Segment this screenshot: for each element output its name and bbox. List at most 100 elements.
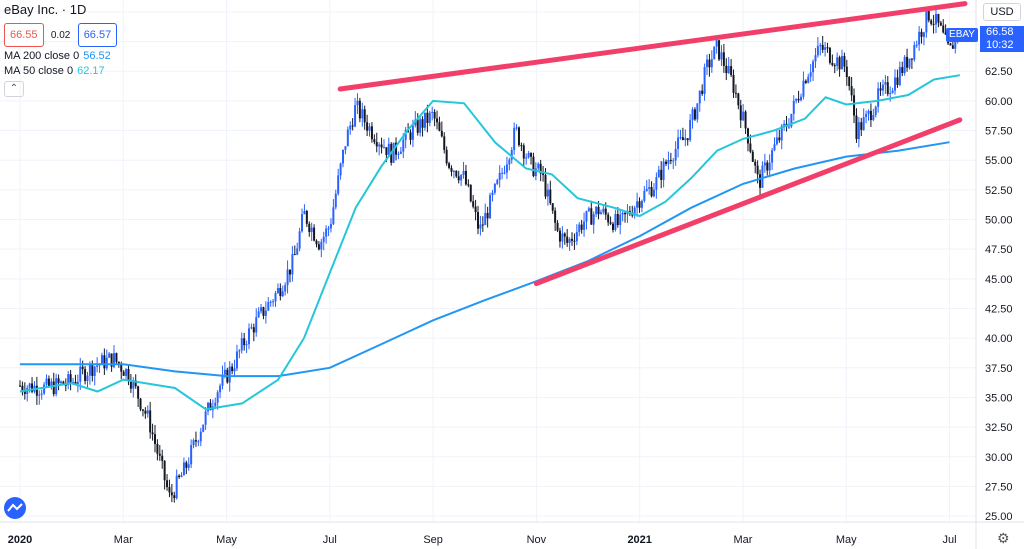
ma200-value: 56.52 [83,50,111,62]
support-trendline[interactable] [533,117,963,287]
candle-body [759,174,762,188]
candle-body [264,310,267,316]
candle-body [660,169,663,180]
candle-body [450,167,453,172]
y-tick-label: 52.50 [985,185,1013,197]
y-tick-label: 47.50 [985,244,1013,256]
candle-body [276,288,279,294]
candle-body [652,189,655,197]
candle-body [734,92,737,94]
collapse-legend-button[interactable]: ⌃ [4,81,24,97]
symbol-title[interactable]: eBay Inc. · 1D [4,2,87,17]
candle-body [585,210,588,222]
candle-body [423,112,426,128]
candle-body [677,137,680,149]
candle-body [72,381,75,383]
candle-body [766,162,769,171]
candle-body [532,156,535,177]
candle-body [399,151,402,154]
candle-body [638,201,641,208]
candle-body [363,109,366,123]
candle-body [274,293,277,302]
candle-body [508,159,511,165]
candle-body [382,147,385,149]
candle-body [657,169,660,178]
candle-body [807,76,810,83]
candle-body [79,366,82,382]
candle-body [443,136,446,150]
candle-body [698,90,701,104]
x-tick-label: May [836,534,857,546]
candle-body [153,434,156,444]
candle-body [667,159,670,164]
candle-body [141,409,144,411]
candle-body [566,236,569,243]
candle-body [797,98,800,101]
candle-body [385,147,388,156]
candle-body [40,393,43,395]
candle-body [891,90,894,94]
candle-body [120,364,123,372]
candle-body [884,82,887,85]
candle-body [272,301,275,303]
candle-body [469,184,472,202]
candle-body [178,475,181,478]
candle-body [310,227,313,233]
y-tick-label: 30.00 [985,452,1013,464]
candle-body [161,455,164,461]
tradingview-logo-icon[interactable] [4,497,26,519]
buy-price-button[interactable]: 66.57 [77,23,118,47]
candle-body [848,76,851,87]
candle-body [329,224,332,229]
last-price-value: 66.58 [986,26,1014,38]
candle-body [573,240,576,242]
candle-body [836,57,839,66]
candle-body [115,353,118,362]
candle-body [21,385,24,391]
candle-body [293,254,296,256]
candle-body [756,165,759,175]
candle-body [544,175,547,197]
candle-body [337,175,340,194]
ma200-legend[interactable]: MA 200 close 0 56.52 [4,50,121,62]
candle-body [416,119,419,133]
ma50-line[interactable] [19,74,961,411]
candle-body [28,383,31,388]
y-tick-label: 32.50 [985,422,1013,434]
y-tick-label: 42.50 [985,303,1013,315]
candle-body [493,183,496,193]
candle-body [472,201,475,207]
candle-body [380,144,383,148]
x-tick-label: Nov [527,534,547,546]
candle-body [525,157,528,159]
resistance-trendline[interactable] [337,1,968,92]
ma200-label: MA 200 close 0 [4,50,80,62]
sell-price-button[interactable]: 66.55 [4,23,44,47]
candle-body [52,381,55,395]
ma200-line[interactable] [20,141,950,378]
candle-body [925,10,928,33]
candle-body [397,153,400,155]
candle-body [672,160,675,162]
gear-icon[interactable]: ⚙ [997,530,1010,546]
candle-body [281,291,284,297]
candle-body [746,128,749,144]
candle-body [715,40,718,47]
candle-body [534,168,537,177]
candle-body [305,210,308,224]
candle-body [826,47,829,49]
candle-body [349,125,352,130]
candle-body [648,187,651,189]
currency-selector[interactable]: USD [983,3,1021,21]
candle-body [561,233,564,242]
x-tick-label: Mar [114,534,133,546]
candle-body [590,208,593,225]
candle-body [920,31,923,37]
candle-body [173,495,176,499]
ma50-legend[interactable]: MA 50 close 0 62.17 [4,65,121,77]
candle-body [778,137,781,141]
candle-body [915,44,918,46]
candle-body [604,208,607,215]
candle-body [568,238,571,243]
